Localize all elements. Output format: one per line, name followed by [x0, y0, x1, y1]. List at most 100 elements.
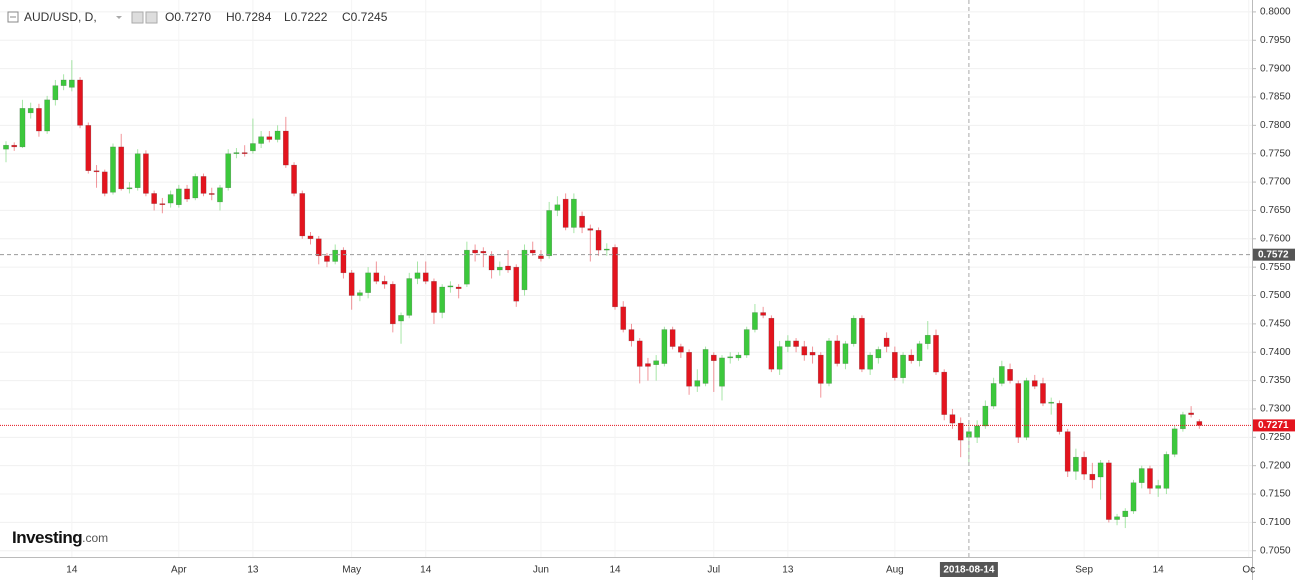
- candle-body: [933, 334, 939, 373]
- candle-body: [883, 337, 890, 347]
- candle-body: [957, 422, 964, 441]
- y-tick-label: 0.7150: [1260, 489, 1291, 500]
- candle-body: [710, 354, 717, 361]
- candle-body: [464, 249, 470, 285]
- candle-body: [36, 108, 42, 132]
- candle-body: [562, 198, 569, 228]
- candle-body: [19, 108, 26, 148]
- x-tick-label: 13: [247, 565, 259, 576]
- candle-body: [414, 272, 421, 279]
- candle-body: [27, 108, 34, 114]
- candle-body: [134, 153, 141, 188]
- x-tick-label: Apr: [171, 565, 187, 576]
- candle-body: [1023, 380, 1030, 438]
- candle-body: [406, 278, 413, 316]
- x-tick-label: 14: [420, 565, 432, 576]
- candle-body: [200, 176, 207, 194]
- candle-body: [93, 170, 100, 173]
- candle-body: [151, 193, 157, 204]
- candle-body: [1122, 510, 1129, 517]
- candle-body: [1138, 468, 1145, 483]
- candle-body: [258, 136, 264, 144]
- candle-body: [167, 194, 174, 204]
- candle-body: [900, 354, 906, 379]
- candle-body: [398, 315, 404, 322]
- crosshair-date-badge: [939, 562, 998, 577]
- x-tick-label: 14: [1153, 565, 1165, 576]
- candle-body: [513, 266, 520, 302]
- candle-body: [875, 349, 882, 359]
- candle-body: [431, 281, 437, 313]
- candle-body: [1105, 462, 1112, 520]
- candle-body: [817, 354, 824, 384]
- candle-body: [752, 312, 758, 330]
- candle-body: [348, 272, 355, 296]
- y-tick-label: 0.7100: [1260, 517, 1291, 528]
- close-icon[interactable]: [145, 11, 158, 24]
- x-tick-label: Aug: [886, 565, 904, 576]
- symbol: AUD/USD, D,: [24, 10, 97, 24]
- candle-body: [1064, 431, 1071, 472]
- last-price-label: 0.7271: [1258, 420, 1289, 431]
- candle-body: [620, 306, 627, 330]
- x-tick-label: May: [342, 565, 361, 576]
- candle-body: [274, 130, 281, 140]
- y-tick-label: 0.7850: [1260, 92, 1291, 103]
- candle-body: [546, 210, 553, 257]
- y-tick-label: 0.7600: [1260, 233, 1291, 244]
- candle-body: [233, 152, 240, 154]
- candle-body: [1048, 401, 1055, 404]
- candle-body: [636, 340, 643, 367]
- y-tick-label: 0.7900: [1260, 63, 1291, 74]
- y-tick-label: 0.7800: [1260, 120, 1291, 131]
- x-tick-label: Oc: [1242, 565, 1255, 576]
- candle-body: [143, 153, 149, 194]
- candle-body: [1081, 456, 1087, 475]
- candle-body: [982, 405, 989, 427]
- collapse-icon[interactable]: [7, 11, 19, 23]
- settings-icon[interactable]: [131, 11, 144, 24]
- crosshair-price-badge: [1253, 248, 1295, 261]
- candle-body: [694, 380, 701, 387]
- crosshair-date-label: 2018-08-14: [943, 565, 995, 576]
- candle-body: [941, 371, 948, 415]
- candle-body: [175, 188, 182, 206]
- candle-body: [225, 153, 232, 188]
- dropdown-icon[interactable]: [116, 16, 122, 19]
- candle-body: [1040, 383, 1046, 404]
- candle-body: [291, 164, 297, 194]
- candle-body: [628, 329, 635, 342]
- candle-body: [85, 125, 92, 171]
- candle-body: [653, 360, 660, 365]
- x-tick-label: Jul: [707, 565, 720, 576]
- candle-body: [924, 334, 931, 344]
- candle-body: [3, 144, 9, 150]
- y-tick-label: 0.7050: [1260, 545, 1291, 556]
- candle-body: [307, 235, 314, 240]
- x-tick-label: 13: [782, 565, 794, 576]
- x-tick-label: 14: [609, 565, 621, 576]
- candle-body: [217, 187, 223, 203]
- candle-body: [241, 152, 248, 154]
- candle-body: [801, 346, 808, 356]
- y-tick-label: 0.7550: [1260, 262, 1291, 273]
- candle-body: [44, 99, 50, 132]
- y-tick-label: 0.7200: [1260, 460, 1291, 471]
- candle-body: [735, 354, 742, 359]
- candle-body: [1147, 468, 1153, 489]
- candle-body: [974, 425, 980, 438]
- close-value: C0.7245: [342, 10, 388, 24]
- candle-body: [587, 228, 594, 231]
- candle-body: [1015, 383, 1022, 438]
- candle-body: [422, 272, 429, 282]
- last-price-badge: [1253, 419, 1295, 432]
- candle-body: [340, 249, 347, 274]
- candle-body: [439, 286, 446, 313]
- candle-body: [1163, 454, 1170, 489]
- candle-body: [1171, 428, 1178, 455]
- y-tick-label: 0.7450: [1260, 319, 1291, 330]
- candle-body: [785, 340, 791, 347]
- candle-body: [266, 136, 273, 140]
- candle-body: [1180, 414, 1186, 430]
